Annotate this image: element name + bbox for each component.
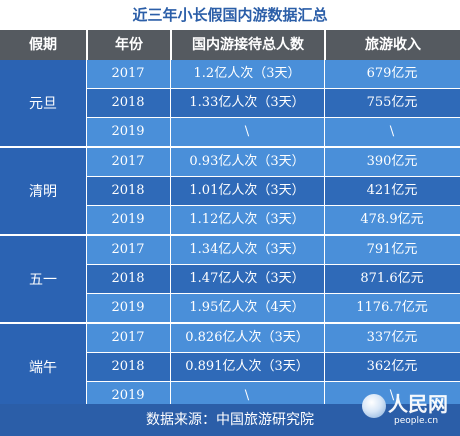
visitors-cell: 1.47亿人次（3天） — [189, 271, 305, 286]
header-revenue: 旅游收入 — [365, 37, 421, 53]
table-row: 2017 0.826亿人次（3天） 337亿元 — [86, 324, 460, 352]
year-cell: 2017 — [111, 242, 145, 257]
revenue-cell: \ — [389, 388, 395, 403]
year-cell: 2017 — [111, 66, 145, 81]
revenue-cell: 390亿元 — [366, 154, 418, 169]
visitors-cell: 0.93亿人次（3天） — [189, 154, 305, 169]
year-cell: 2018 — [111, 95, 145, 110]
year-cell: 2018 — [111, 271, 145, 286]
table-title: 近三年小长假国内游数据汇总 — [0, 0, 460, 30]
visitors-cell: 1.12亿人次（3天） — [189, 212, 305, 227]
header-visitors: 国内游接待总人数 — [192, 37, 304, 53]
year-cell: 2018 — [111, 359, 145, 374]
visitors-cell: 1.95亿人次（4天） — [189, 300, 305, 315]
table-row: 2019 1.95亿人次（4天） 1176.7亿元 — [86, 294, 460, 322]
year-cell: 2019 — [111, 212, 145, 227]
holiday-label: 元旦 — [0, 60, 86, 146]
row-divider — [86, 352, 460, 353]
revenue-cell: 421亿元 — [366, 183, 418, 198]
visitors-cell: \ — [244, 124, 250, 139]
row-divider — [86, 88, 460, 89]
visitors-cell: 1.33亿人次（3天） — [189, 95, 305, 110]
table-header: 假期 年份 国内游接待总人数 旅游收入 — [0, 30, 460, 60]
revenue-cell: 791亿元 — [366, 242, 418, 257]
year-cell: 2017 — [111, 154, 145, 169]
group-divider — [0, 146, 460, 148]
table-row: 2018 0.891亿人次（3天） 362亿元 — [86, 353, 460, 381]
row-divider — [86, 205, 460, 206]
header-holiday: 假期 — [29, 37, 57, 53]
column-divider — [170, 60, 171, 404]
holiday-label: 清明 — [0, 148, 86, 234]
table-row: 2017 1.34亿人次（3天） 791亿元 — [86, 236, 460, 264]
logo-name: 人民网 — [388, 392, 448, 416]
revenue-cell: \ — [389, 124, 395, 139]
revenue-cell: 478.9亿元 — [360, 212, 424, 227]
holiday-label: 五一 — [0, 236, 86, 322]
table-row: 2017 1.2亿人次（3天） 679亿元 — [86, 60, 460, 88]
visitors-cell: \ — [244, 388, 250, 403]
row-divider — [86, 264, 460, 265]
table-row: 2019 \ \ — [86, 118, 460, 146]
visitors-cell: 0.826亿人次（3天） — [185, 330, 309, 345]
group-divider — [0, 234, 460, 236]
visitors-cell: 0.891亿人次（3天） — [185, 359, 309, 374]
globe-icon — [362, 394, 386, 418]
revenue-cell: 871.6亿元 — [360, 271, 424, 286]
year-cell: 2018 — [111, 183, 145, 198]
header-year: 年份 — [115, 37, 143, 53]
revenue-cell: 337亿元 — [366, 330, 418, 345]
revenue-cell: 679亿元 — [366, 66, 418, 81]
visitors-cell: 1.34亿人次（3天） — [189, 242, 305, 257]
table-row: 2018 1.47亿人次（3天） 871.6亿元 — [86, 265, 460, 293]
table-row: 2017 0.93亿人次（3天） 390亿元 — [86, 148, 460, 176]
revenue-cell: 1176.7亿元 — [356, 300, 428, 315]
visitors-cell: 1.01亿人次（3天） — [189, 183, 305, 198]
logo-site: people.cn — [394, 416, 439, 426]
revenue-cell: 755亿元 — [366, 95, 418, 110]
header-divider — [324, 30, 326, 60]
row-divider — [86, 176, 460, 177]
revenue-cell: 362亿元 — [366, 359, 418, 374]
row-divider — [86, 117, 460, 118]
column-divider — [324, 60, 325, 404]
year-cell: 2019 — [111, 300, 145, 315]
visitors-cell: 1.2亿人次（3天） — [193, 66, 301, 81]
year-cell: 2019 — [111, 388, 145, 403]
group-divider — [0, 322, 460, 324]
table-row: 2019 1.12亿人次（3天） 478.9亿元 — [86, 206, 460, 234]
row-divider — [86, 293, 460, 294]
people-cn-logo: 人民网 people.cn — [362, 388, 454, 432]
holiday-label: 端午 — [0, 324, 86, 410]
column-divider — [86, 60, 87, 404]
row-divider — [86, 381, 460, 382]
header-divider — [86, 30, 88, 60]
table-row: 2018 1.01亿人次（3天） 421亿元 — [86, 177, 460, 205]
year-cell: 2019 — [111, 124, 145, 139]
table-row: 2018 1.33亿人次（3天） 755亿元 — [86, 89, 460, 117]
year-cell: 2017 — [111, 330, 145, 345]
header-divider — [170, 30, 172, 60]
